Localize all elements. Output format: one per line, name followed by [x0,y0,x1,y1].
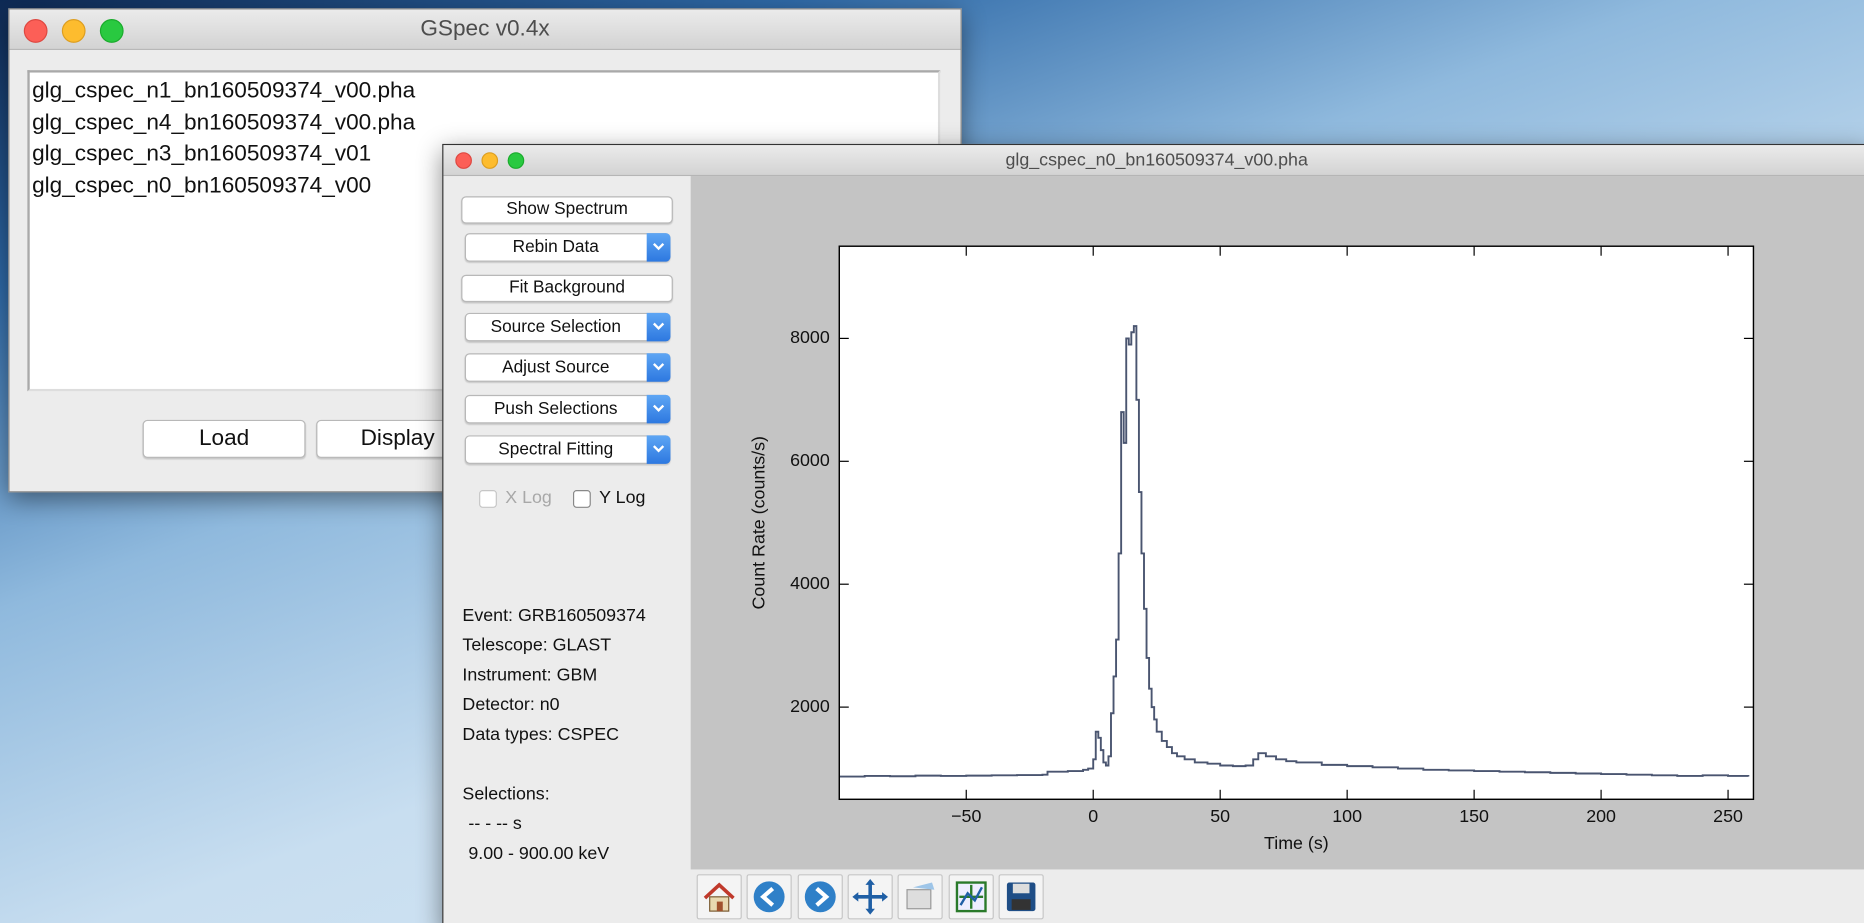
checkbox-label: X Log [505,487,552,508]
dropdown[interactable]: Push Selections [464,394,671,424]
dropdown[interactable]: Source Selection [464,312,671,342]
file-item[interactable]: glg_cspec_n1_bn160509374_v00.pha [32,78,416,104]
home-icon [703,882,735,912]
dropdown-arrow [646,353,671,382]
info-line: Data types: CSPEC [462,724,620,745]
button-label: Adjust Source [502,358,610,378]
back-icon [754,881,785,913]
window-title: glg_cspec_n0_bn160509374_v00.pha [1005,149,1308,171]
tool-configure[interactable] [948,874,994,920]
chart: −50 0 50 100 150 200 250 2000 4000 6000 8000 Time (… [748,245,1755,853]
file-item[interactable]: glg_cspec_n0_bn160509374_v00 [32,173,372,199]
x-tick-label: 250 [1713,806,1743,826]
spectrum-window: glg_cspec_n0_bn160509374_v00.pha Show Sp… [442,143,1864,923]
y-tick-label: 8000 [790,327,830,347]
x-tick-label: 150 [1459,806,1489,826]
dropdown-arrow [646,312,671,342]
title-bar: GSpec v0.4x [9,9,961,50]
button[interactable]: Show Spectrum [461,196,673,224]
save-icon [1006,882,1036,912]
zoom-button[interactable] [507,152,525,169]
selection-line: 9.00 - 900.00 keV [468,843,610,864]
dropdown[interactable]: Rebin Data [464,233,671,262]
button-label: Source Selection [490,317,621,337]
close-button[interactable] [455,152,472,169]
tool-home[interactable] [696,874,742,920]
dropdown-arrow [646,435,671,464]
tool-forward[interactable] [797,874,843,920]
x-tick-label: 50 [1210,806,1230,826]
button-label: Push Selections [493,399,618,419]
y-axis-label: Count Rate (counts/s) [748,436,768,609]
checkbox [479,490,497,508]
dropdown-arrow [646,394,671,424]
x-axis-label: Time (s) [1264,833,1329,853]
minimize-button[interactable] [61,19,86,43]
button[interactable]: Fit Background [461,274,673,303]
control-panel: Show Spectrum Rebin Data Fit Background Sou… [443,176,690,923]
title-bar: glg_cspec_n0_bn160509374_v00.pha [443,145,1864,177]
x-tick-label: 200 [1586,806,1616,826]
y-tick-label: 6000 [790,450,830,470]
zoom-icon [906,882,935,910]
configure-icon [955,881,987,913]
light-curve [839,325,1750,778]
y-tick-label: 2000 [790,696,830,716]
arrow-icon [652,445,665,453]
close-button[interactable] [23,19,48,43]
x-tick-label: 0 [1088,806,1098,826]
zoom-button[interactable] [99,19,124,43]
info-line: Instrument: GBM [462,664,598,686]
button-label: Show Spectrum [506,199,628,219]
selection-line: -- - -- s [468,813,522,834]
button-label: Spectral Fitting [498,440,614,460]
window-title: GSpec v0.4x [420,16,550,42]
pan-icon [852,878,888,915]
tool-save[interactable] [998,874,1044,920]
toolbar [690,869,1864,923]
button-label: Rebin Data [512,237,599,257]
arrow-icon [652,363,665,371]
info-line: Event: GRB160509374 [462,605,646,626]
file-item[interactable]: glg_cspec_n3_bn160509374_v01 [32,141,372,167]
tool-zoom[interactable] [897,874,943,920]
arrow-icon [652,242,665,251]
plot-area [839,246,1754,800]
info-line: Detector: n0 [462,694,560,715]
tool-back[interactable] [746,874,793,920]
checkbox-label: Y Log [599,487,646,508]
button-label: Fit Background [509,278,626,298]
selections-title: Selections: [462,783,550,805]
arrow-icon [652,404,665,413]
checkbox[interactable] [572,490,591,508]
arrow-icon [652,322,665,330]
x-tick-label: −50 [951,806,981,826]
y-tick-label: 4000 [790,573,830,593]
info-line: Telescope: GLAST [462,635,612,656]
button[interactable]: Load [142,419,306,458]
forward-icon [804,881,836,913]
x-tick-label: 100 [1332,806,1362,826]
minimize-button[interactable] [481,152,499,169]
dropdown[interactable]: Spectral Fitting [464,435,671,464]
file-item[interactable]: glg_cspec_n4_bn160509374_v00.pha [32,110,416,136]
plot-canvas: −50 0 50 100 150 200 250 2000 4000 6000 8000 Time (… [690,176,1864,870]
dropdown[interactable]: Adjust Source [464,353,671,382]
dropdown-arrow [646,233,671,262]
tool-pan[interactable] [847,874,893,920]
plot-frame [838,245,1755,801]
